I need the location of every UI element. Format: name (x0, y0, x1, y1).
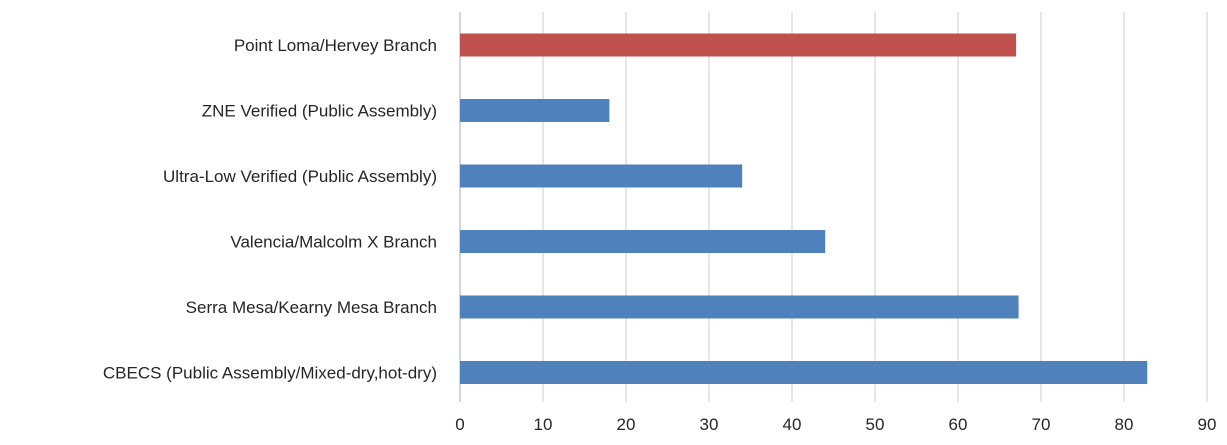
category-labels: Point Loma/Hervey Branch ZNE Verified (Pu… (103, 36, 437, 383)
x-tick-label: 0 (455, 415, 464, 434)
bar (460, 230, 826, 253)
bars (460, 33, 1148, 384)
x-tick-label: 60 (949, 415, 968, 434)
category-label: Ultra-Low Verified (Public Assembly) (163, 167, 437, 186)
x-axis-tick-labels: 0 10 20 30 40 50 60 70 80 90 (455, 415, 1216, 434)
x-tick-label: 80 (1115, 415, 1134, 434)
gridlines (459, 12, 1208, 402)
category-label: Serra Mesa/Kearny Mesa Branch (186, 298, 437, 317)
x-tick-label: 30 (700, 415, 719, 434)
category-label: CBECS (Public Assembly/Mixed-dry,hot-dry… (103, 364, 437, 383)
x-tick-label: 40 (783, 415, 802, 434)
x-tick-label: 70 (1032, 415, 1051, 434)
x-tick-label: 90 (1198, 415, 1217, 434)
x-tick-label: 50 (866, 415, 885, 434)
category-label: ZNE Verified (Public Assembly) (202, 102, 437, 121)
bar (460, 164, 743, 188)
category-label: Valencia/Malcolm X Branch (230, 233, 437, 252)
category-label: Point Loma/Hervey Branch (234, 36, 437, 55)
x-tick-label: 20 (617, 415, 636, 434)
bar (460, 99, 610, 122)
bar (460, 361, 1148, 384)
bar (460, 295, 1019, 319)
x-tick-label: 10 (534, 415, 553, 434)
bar (460, 33, 1017, 57)
